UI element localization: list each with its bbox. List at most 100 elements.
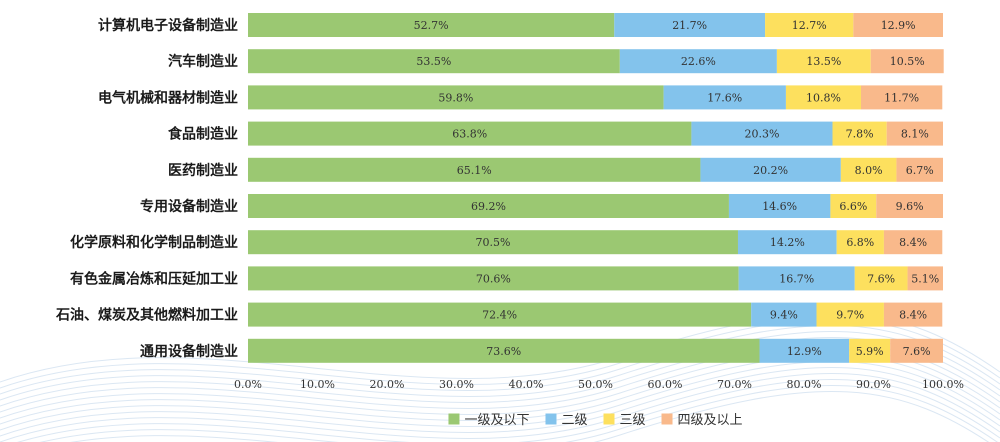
data-label: 65.1% (457, 164, 492, 177)
bar-segment (876, 194, 943, 218)
data-label: 9.4% (770, 309, 798, 322)
data-label: 21.7% (672, 19, 707, 32)
bar-segment (663, 85, 786, 110)
data-label: 10.8% (806, 91, 841, 104)
bar-segment (765, 13, 854, 37)
data-label: 9.7% (836, 309, 864, 322)
data-label: 5.1% (911, 272, 939, 285)
data-label: 12.9% (787, 345, 822, 358)
data-label: 73.6% (486, 345, 521, 358)
category-label: 专用设备制造业 (140, 198, 238, 215)
bar-segment (737, 230, 837, 255)
bar-segment (785, 85, 861, 110)
x-tick-label: 30.0% (439, 378, 474, 391)
x-tick-label: 70.0% (717, 378, 752, 391)
data-label: 8.4% (899, 309, 927, 322)
data-label: 12.7% (792, 19, 827, 32)
bar-segment (728, 194, 831, 218)
data-label: 52.7% (414, 19, 449, 32)
bar-segment (248, 49, 620, 74)
bar-segment (738, 266, 855, 291)
category-label: 石油、煤炭及其他燃料加工业 (55, 307, 238, 324)
data-label: 11.7% (884, 91, 919, 104)
background-wave (0, 319, 1000, 389)
bar-segment (860, 85, 943, 110)
category-label: 医药制造业 (168, 162, 238, 179)
bar-segment (248, 157, 701, 182)
bar-segment (700, 157, 841, 182)
background-waves (0, 313, 1000, 442)
data-label: 6.6% (839, 200, 867, 213)
x-tick-label: 80.0% (787, 378, 822, 391)
bar-segment (248, 338, 760, 363)
data-label: 63.8% (452, 128, 487, 141)
data-label: 70.6% (476, 272, 511, 285)
bar-segment (759, 338, 850, 363)
bar-segment (840, 157, 897, 182)
bar-segment (248, 121, 692, 146)
background-wave (0, 367, 1000, 437)
bar-segment (854, 266, 908, 291)
bar-segment (883, 302, 943, 327)
category-label: 有色金属冶炼和压延加工业 (70, 270, 238, 287)
data-label: 17.6% (707, 91, 742, 104)
bar-segment (691, 121, 833, 146)
category-label: 电气机械和器材制造业 (98, 89, 238, 106)
data-label: 8.1% (901, 128, 929, 141)
x-tick-label: 90.0% (856, 378, 891, 391)
bar-segment (751, 302, 817, 327)
data-label: 70.5% (476, 236, 511, 249)
bar-segment (830, 194, 877, 218)
x-tick-label: 40.0% (509, 378, 544, 391)
category-label: 计算机电子设备制造业 (98, 17, 238, 34)
legend-label: 四级及以上 (678, 413, 743, 428)
x-tick-label: 60.0% (648, 378, 683, 391)
legend-swatch (661, 413, 673, 425)
bar-segment (849, 338, 891, 363)
bar-segment (886, 121, 943, 146)
background-wave (0, 331, 1000, 401)
data-label: 53.5% (416, 55, 451, 68)
legend-label: 一级及以下 (464, 413, 529, 428)
bar-segment (907, 266, 943, 291)
category-label: 化学原料和化学制品制造业 (70, 234, 238, 251)
data-label: 22.6% (681, 55, 716, 68)
data-label: 8.0% (855, 164, 883, 177)
data-label: 59.8% (438, 91, 473, 104)
bar-segment (836, 230, 884, 255)
data-label: 8.4% (899, 236, 927, 249)
data-label: 9.6% (896, 200, 924, 213)
background-wave (39, 385, 998, 442)
bar-segment (248, 302, 752, 327)
legend-swatch (603, 413, 615, 425)
data-label: 14.6% (762, 200, 797, 213)
data-label: 7.6% (903, 345, 931, 358)
x-tick-label: 0.0% (234, 378, 262, 391)
bar-segment (883, 230, 943, 255)
legend-label: 三级 (620, 413, 646, 428)
data-label: 14.2% (770, 236, 805, 249)
bar-segment (870, 49, 944, 74)
data-label: 20.3% (744, 128, 779, 141)
bar-segment (248, 194, 729, 218)
legend: 一级及以下 二级 三级 四级及以上 (448, 413, 743, 428)
x-tick-label: 20.0% (370, 378, 405, 391)
data-label: 12.9% (881, 19, 916, 32)
bar-segment (776, 49, 871, 74)
data-label: 13.5% (806, 55, 841, 68)
x-tick-label: 50.0% (578, 378, 613, 391)
x-tick-label: 10.0% (300, 378, 335, 391)
data-label: 16.7% (779, 272, 814, 285)
bar-segment (890, 338, 943, 363)
category-label: 通用设备制造业 (140, 343, 238, 360)
bar-segment (248, 230, 738, 255)
background-wave (0, 361, 1000, 431)
bar-segment (816, 302, 884, 327)
data-label: 20.2% (753, 164, 788, 177)
background-wave (69, 391, 990, 442)
bar-segment (248, 13, 615, 37)
background-wave (0, 325, 1000, 395)
bar-segment (248, 266, 739, 291)
